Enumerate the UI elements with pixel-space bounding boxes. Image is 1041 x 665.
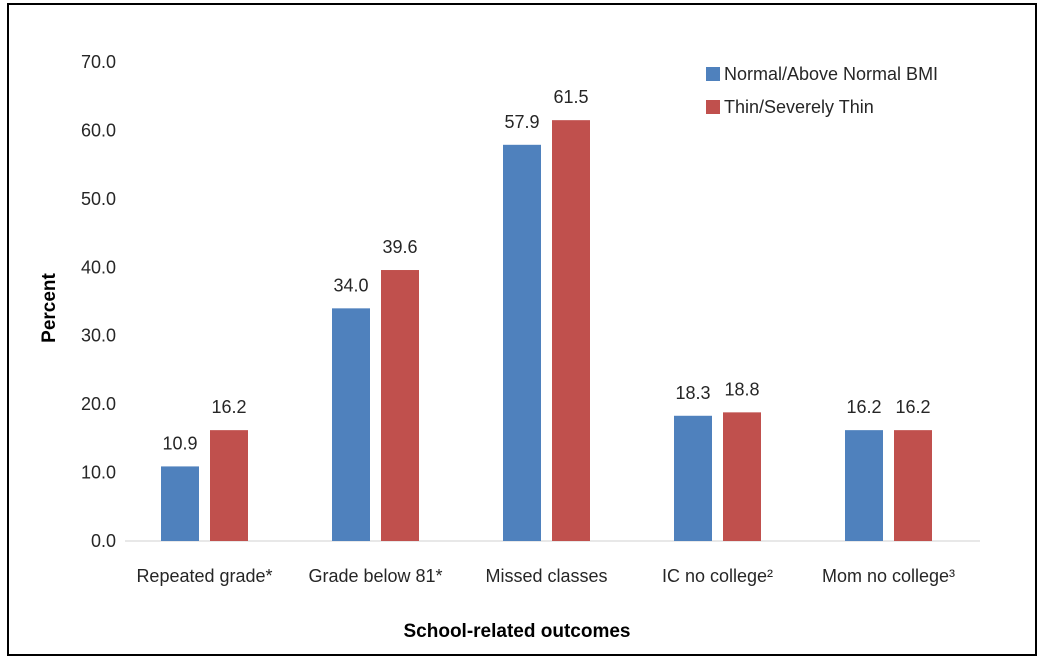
bar-thin bbox=[210, 430, 248, 541]
data-label: 18.8 bbox=[724, 379, 759, 399]
legend: Normal/Above Normal BMI Thin/Severely Thi… bbox=[706, 64, 938, 117]
bar-thin bbox=[552, 120, 590, 542]
data-label: 16.2 bbox=[846, 397, 881, 417]
bar-normal bbox=[845, 430, 883, 541]
legend-swatch bbox=[706, 67, 720, 81]
category-labels-group: Repeated grade* Grade below 81* Missed cla… bbox=[136, 566, 955, 586]
legend-label: Thin/Severely Thin bbox=[724, 97, 874, 117]
data-label: 39.6 bbox=[382, 237, 417, 257]
data-label: 57.9 bbox=[504, 112, 539, 132]
bars-group bbox=[161, 120, 932, 542]
bar-normal bbox=[161, 466, 199, 541]
y-tick-label: 10.0 bbox=[81, 463, 116, 483]
bar-normal bbox=[503, 144, 541, 541]
y-tick-label: 50.0 bbox=[81, 189, 116, 209]
y-tick-label: 70.0 bbox=[81, 52, 116, 72]
legend-label: Normal/Above Normal BMI bbox=[724, 64, 938, 84]
y-axis-title: Percent bbox=[39, 272, 60, 342]
data-labels-group: 10.9 16.2 34.0 39.6 57.9 61.5 18.3 18.8 16.2 16.2 bbox=[162, 87, 930, 453]
y-tick-label: 0.0 bbox=[91, 531, 116, 551]
category-label: Mom no college³ bbox=[822, 566, 955, 586]
bar-normal bbox=[332, 308, 370, 541]
bar-normal bbox=[674, 415, 712, 541]
bar-thin bbox=[381, 270, 419, 541]
y-tick-label: 40.0 bbox=[81, 257, 116, 277]
x-axis-title: School-related outcomes bbox=[404, 621, 631, 642]
bar-thin bbox=[894, 430, 932, 541]
category-label: Repeated grade* bbox=[136, 566, 272, 586]
data-label: 16.2 bbox=[211, 397, 246, 417]
y-tick-label: 20.0 bbox=[81, 394, 116, 414]
data-label: 10.9 bbox=[162, 433, 197, 453]
category-label: IC no college² bbox=[662, 566, 773, 586]
y-tick-label: 30.0 bbox=[81, 326, 116, 346]
data-label: 16.2 bbox=[895, 397, 930, 417]
data-label: 61.5 bbox=[553, 87, 588, 107]
data-label: 34.0 bbox=[333, 275, 368, 295]
category-label: Grade below 81* bbox=[308, 566, 442, 586]
y-axis-ticks: 0.0 10.0 20.0 30.0 40.0 50.0 60.0 70.0 bbox=[81, 52, 116, 551]
legend-swatch bbox=[706, 100, 720, 114]
y-tick-label: 60.0 bbox=[81, 120, 116, 140]
bar-thin bbox=[723, 412, 761, 541]
category-label: Missed classes bbox=[485, 566, 607, 586]
data-label: 18.3 bbox=[675, 383, 710, 403]
